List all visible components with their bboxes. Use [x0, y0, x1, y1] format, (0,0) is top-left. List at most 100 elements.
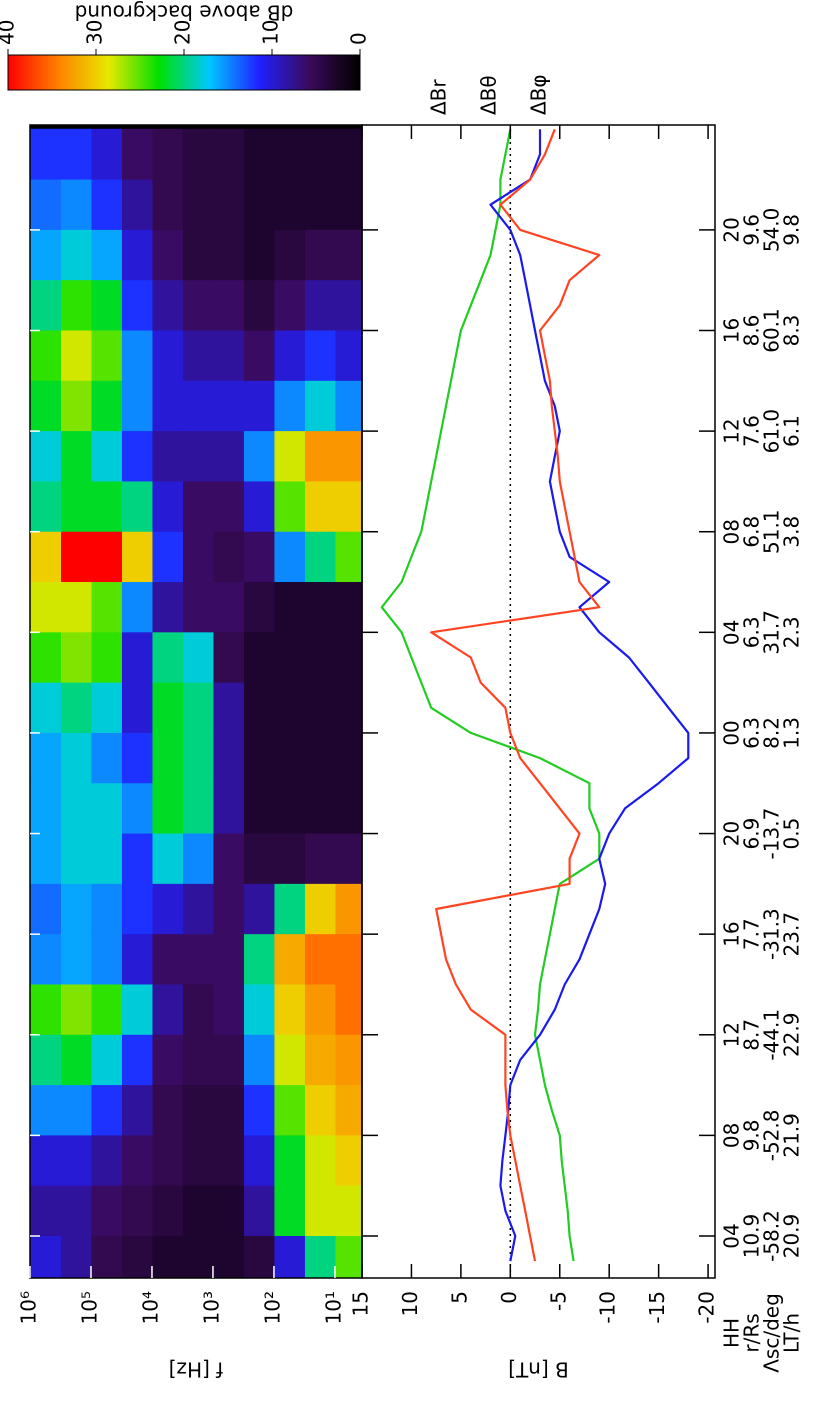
spectrogram-cell: [121, 934, 152, 985]
spectrogram-cell: [152, 1185, 183, 1236]
y-tick-label: -5: [546, 1291, 570, 1311]
spectrogram-cell: [243, 1034, 274, 1085]
spectrogram-cell: [121, 531, 152, 582]
spectrogram-cell: [91, 984, 122, 1035]
spectrogram-cell: [243, 1135, 274, 1186]
spectrogram-cell: [182, 682, 213, 733]
spectrogram-cell: [30, 1135, 61, 1186]
spectrogram-cell: [274, 330, 305, 381]
spectrogram-cell: [213, 934, 244, 985]
x-tick-label: 8.3: [780, 315, 804, 347]
spectrogram-cell: [304, 783, 335, 834]
spectrogram-cell: [304, 934, 335, 985]
legend-label: ΔBφ: [527, 74, 551, 115]
x-tick-label: 3.8: [780, 516, 804, 548]
y-tick-label: 0: [497, 1291, 521, 1304]
spectrogram-cell: [274, 934, 305, 985]
x-tick-label: 1.3: [780, 717, 804, 749]
spectrogram-cell: [182, 481, 213, 532]
spectrogram-cell: [91, 280, 122, 331]
spectrogram-cell: [121, 179, 152, 230]
spectrogram-cell: [243, 833, 274, 884]
spectrogram-cell: [304, 1034, 335, 1085]
spectrogram-cell: [91, 481, 122, 532]
spectrogram-cell: [182, 129, 213, 180]
y-tick-label: 10⁶: [17, 1291, 41, 1324]
spectrogram-cell: [213, 330, 244, 381]
y-tick-label: 5: [447, 1291, 471, 1304]
spectrogram-cell: [30, 1085, 61, 1136]
spectrogram-cell: [91, 632, 122, 683]
spectrogram-cell: [91, 732, 122, 783]
spectrogram-cell: [213, 1085, 244, 1136]
spectrogram-cell: [182, 582, 213, 633]
spectrogram-cell: [60, 380, 91, 431]
spectrogram-cell: [30, 531, 61, 582]
spectrogram-cell: [121, 1135, 152, 1186]
spectrogram-cell: [182, 934, 213, 985]
spectrogram-cell: [121, 481, 152, 532]
spectrogram-cell: [91, 431, 122, 482]
rotated-figure: 10⁶10⁵10⁴10³10²10¹f [Hz]010203040dB abov…: [0, 1, 804, 1382]
legend-label: ΔBθ: [477, 75, 501, 115]
spectrogram-cell: [304, 833, 335, 884]
y-tick-label: 10⁴: [138, 1291, 162, 1324]
colorbar: [8, 55, 360, 90]
spectrogram-cell: [274, 1135, 305, 1186]
spectrogram-cell: [304, 280, 335, 331]
spectrogram-cell: [182, 1085, 213, 1136]
spectrogram-cell: [304, 1185, 335, 1236]
spectrogram-cell: [243, 229, 274, 280]
spectrogram-cell: [274, 632, 305, 683]
spectrogram-cell: [182, 380, 213, 431]
x-tick-label: 9.8: [780, 214, 804, 246]
colorbar-tick-label: 40: [0, 20, 19, 45]
y-tick-label: -15: [645, 1291, 669, 1324]
spectrogram-cell: [30, 179, 61, 230]
spectrogram-cell: [304, 380, 335, 431]
spectrogram-cell: [60, 481, 91, 532]
spectrogram-cell: [152, 1135, 183, 1186]
spectrogram-cell: [213, 229, 244, 280]
y-tick-label: 10²: [260, 1291, 284, 1324]
spectrogram-cell: [30, 582, 61, 633]
spectrogram-cell: [304, 732, 335, 783]
page: 10⁶10⁵10⁴10³10²10¹f [Hz]010203040dB abov…: [0, 0, 819, 1403]
spectrogram-cell: [121, 732, 152, 783]
spectrogram-cell: [30, 1034, 61, 1085]
spectrogram-cell: [60, 129, 91, 180]
spectrogram-cell: [121, 582, 152, 633]
spectrogram-cell: [274, 1185, 305, 1236]
spectrogram-cell: [274, 984, 305, 1035]
spectrogram-cell: [243, 1185, 274, 1236]
x-tick-label: 22.9: [780, 1013, 804, 1058]
spectrogram-cell: [60, 431, 91, 482]
spectrogram-cell: [91, 1034, 122, 1085]
spectrogram-cell: [60, 179, 91, 230]
spectrogram-cell: [60, 280, 91, 331]
spectrogram-cell: [243, 129, 274, 180]
spectrogram-cell: [91, 883, 122, 934]
spectrogram-cell: [91, 1135, 122, 1186]
spectrogram-cell: [182, 179, 213, 230]
spectrogram-cell: [213, 380, 244, 431]
spectrogram-cell: [121, 1034, 152, 1085]
spectrogram-cell: [152, 984, 183, 1035]
spectrogram-cell: [213, 179, 244, 230]
spectrogram-cell: [304, 632, 335, 683]
spectrogram-cell: [121, 682, 152, 733]
spectrogram-cell: [152, 783, 183, 834]
y-tick-label: 15: [349, 1291, 373, 1316]
spectrogram-cell: [30, 732, 61, 783]
spectrogram-cell: [91, 1185, 122, 1236]
spectrogram-cell: [182, 732, 213, 783]
spectrogram-cell: [121, 1185, 152, 1236]
spectrogram-cell: [243, 783, 274, 834]
spectrogram-cell: [213, 783, 244, 834]
spectrogram-cell: [30, 280, 61, 331]
spectrogram-cell: [121, 280, 152, 331]
spectrogram-cell: [274, 883, 305, 934]
spectrogram-cell: [274, 1034, 305, 1085]
spectrogram-cell: [60, 833, 91, 884]
spectrogram-cell: [274, 732, 305, 783]
